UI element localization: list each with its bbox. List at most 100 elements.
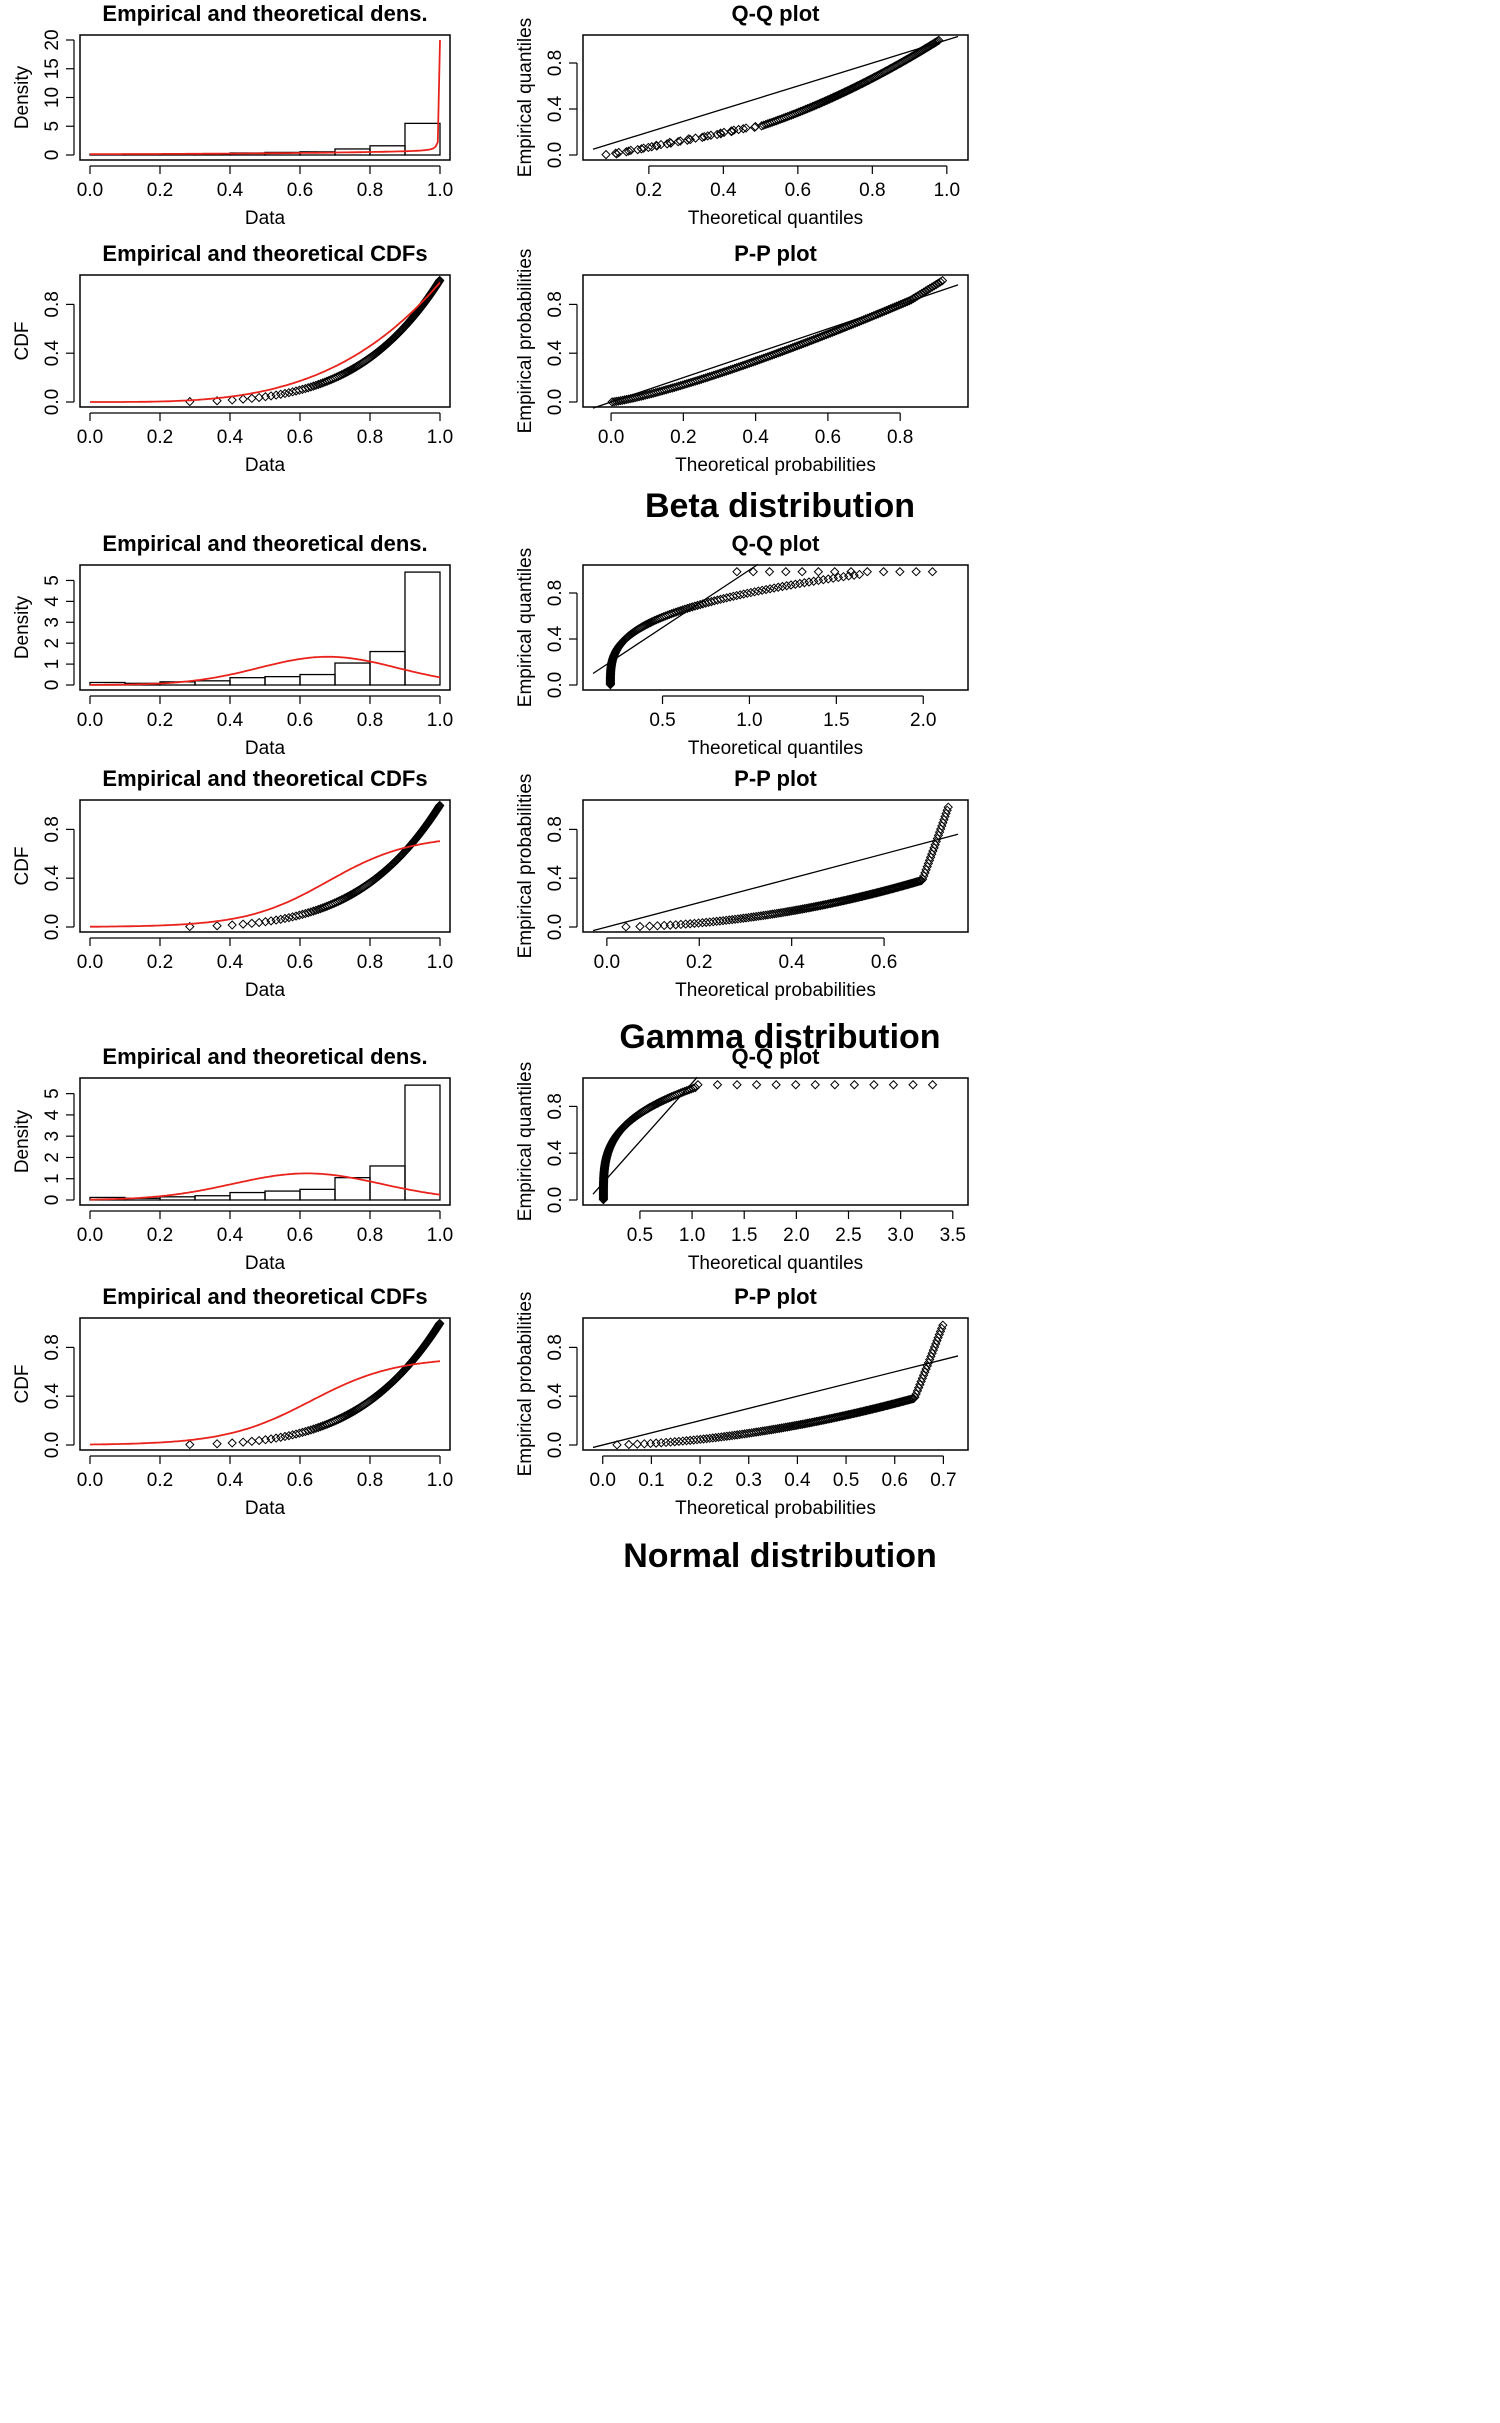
data-point (934, 827, 945, 837)
panel-title: Empirical and theoretical dens. (102, 1044, 427, 1069)
data-point (212, 1439, 222, 1449)
data-point (698, 599, 708, 609)
data-point (908, 293, 919, 304)
y-tick-label: 5 (42, 1088, 63, 1099)
y-tick-label: 0.8 (545, 816, 566, 842)
y-tick-label: 0.4 (545, 1140, 566, 1167)
data-point (866, 1404, 876, 1415)
data-point (716, 1432, 727, 1442)
histogram-bar (299, 673, 336, 686)
data-point (924, 1354, 935, 1365)
panel-title: P-P plot (734, 241, 817, 266)
data-point (722, 1431, 732, 1441)
data-point (781, 581, 792, 591)
plot-frame (582, 34, 969, 161)
data-point (308, 381, 319, 391)
data-point (644, 921, 655, 931)
data-point (284, 1430, 294, 1441)
data-point (238, 394, 248, 404)
data-point (904, 296, 914, 306)
data-point (933, 1332, 943, 1343)
x-tick-label: 1.0 (679, 1225, 705, 1246)
data-point (308, 1424, 319, 1434)
y-tick-label: 2 (42, 1152, 63, 1163)
panel-1-1: Q-Q plot 0.5 1.0 1.5 2.0 Theoretical quantile… (515, 531, 969, 759)
data-point (826, 93, 836, 104)
data-point (918, 1370, 929, 1380)
data-point (661, 1437, 671, 1448)
data-point (856, 891, 866, 902)
x-tick-label: 0.6 (287, 180, 313, 201)
data-point (751, 1080, 762, 1090)
data-point (896, 299, 906, 310)
panel-0-0: Empirical and theoretical dens. 0.0 0.2 0.4… (12, 1, 453, 229)
data-point (833, 325, 844, 335)
x-tick-label: 0.4 (217, 1225, 244, 1246)
data-point (724, 1431, 735, 1441)
data-point (940, 811, 950, 822)
data-point (684, 1085, 694, 1095)
data-point (771, 1080, 781, 1090)
data-point (276, 914, 286, 924)
data-point (840, 322, 850, 333)
x-tick-label: 0.3 (736, 1470, 762, 1491)
data-point (680, 919, 691, 929)
data-point (847, 83, 857, 94)
y-tick-label: 3 (42, 617, 63, 628)
data-point (338, 894, 349, 904)
data-point (816, 98, 826, 108)
data-point (935, 1326, 946, 1337)
data-point (926, 1351, 936, 1362)
x-tick-label: 0.1 (638, 1470, 664, 1491)
y-tick-label: 0.8 (42, 816, 63, 842)
x-tick-label: 0.8 (357, 1470, 383, 1491)
data-point (910, 292, 921, 302)
data-point (936, 1323, 947, 1334)
data-point (827, 93, 838, 103)
x-tick-label: 1.0 (427, 952, 453, 973)
data-point (271, 915, 281, 925)
data-point (830, 1080, 840, 1090)
data-point (941, 808, 951, 819)
y-tick-label: 5 (42, 575, 63, 586)
x-tick-label: 0.2 (636, 180, 662, 201)
data-point (841, 86, 851, 97)
data-point (813, 567, 824, 577)
data-point (266, 391, 276, 401)
data-point (921, 864, 931, 875)
data-point (766, 1425, 776, 1435)
x-tick-label: 1.0 (427, 427, 453, 448)
data-point (659, 920, 669, 931)
x-axis-label: Data (245, 455, 286, 476)
data-point (922, 1361, 932, 1371)
data-point (927, 282, 937, 292)
y-tick-label: 10 (42, 87, 63, 108)
data-point (311, 905, 321, 916)
x-tick-label: 0.4 (217, 952, 244, 973)
x-tick-label: 0.2 (687, 1470, 713, 1491)
data-point (254, 392, 264, 403)
data-point (729, 125, 739, 135)
data-point (883, 304, 894, 315)
data-point (724, 915, 734, 925)
data-point (914, 289, 925, 300)
data-point (227, 1438, 237, 1448)
section-caption: Normal distribution (623, 1537, 937, 1575)
data-point (652, 1098, 662, 1109)
data-point (247, 918, 257, 929)
data-point (313, 904, 323, 915)
x-tick-label: 1.0 (427, 180, 453, 201)
data-point (796, 904, 806, 915)
y-axis-label: CDF (12, 846, 33, 885)
data-point (336, 1413, 347, 1423)
data-point (656, 139, 666, 150)
data-point (300, 383, 311, 394)
data-point (856, 315, 867, 326)
panel-2-2: Empirical and theoretical CDFs 0.0 0.2 0.4 0… (12, 1284, 453, 1519)
data-point (303, 383, 313, 393)
data-point (943, 802, 953, 812)
data-point (839, 87, 850, 97)
y-tick-label: 0.0 (42, 914, 63, 940)
data-point (738, 589, 749, 599)
x-tick-label: 0.6 (287, 710, 313, 731)
